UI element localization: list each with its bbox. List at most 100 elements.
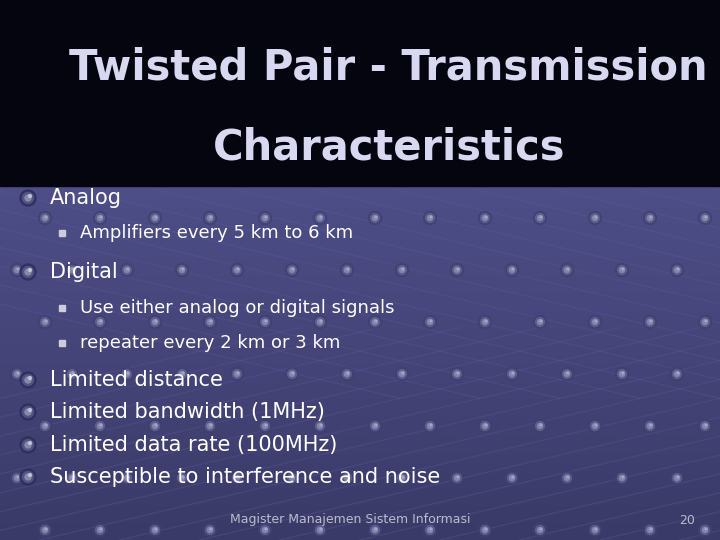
Circle shape	[204, 420, 217, 433]
Circle shape	[536, 422, 544, 430]
Circle shape	[703, 215, 708, 220]
Circle shape	[42, 423, 48, 429]
Circle shape	[29, 408, 32, 411]
Circle shape	[534, 315, 546, 328]
Circle shape	[235, 476, 240, 481]
Circle shape	[428, 423, 433, 429]
Circle shape	[703, 320, 708, 325]
Circle shape	[205, 318, 215, 327]
Circle shape	[72, 476, 74, 478]
Circle shape	[454, 372, 459, 376]
Circle shape	[619, 372, 624, 376]
Bar	[0, 454, 720, 458]
Circle shape	[675, 372, 680, 376]
Circle shape	[646, 525, 654, 535]
Circle shape	[400, 372, 405, 376]
Bar	[0, 436, 720, 441]
Circle shape	[263, 320, 268, 325]
Circle shape	[512, 372, 514, 374]
Circle shape	[479, 315, 492, 328]
Text: Limited bandwidth (1MHz): Limited bandwidth (1MHz)	[50, 402, 325, 422]
Circle shape	[182, 372, 184, 374]
Circle shape	[647, 215, 652, 220]
Circle shape	[567, 372, 569, 374]
Circle shape	[646, 318, 654, 327]
Circle shape	[622, 372, 624, 374]
Circle shape	[45, 216, 47, 218]
Circle shape	[45, 320, 47, 322]
Circle shape	[320, 424, 322, 426]
Circle shape	[17, 476, 19, 478]
Circle shape	[96, 213, 104, 222]
Circle shape	[482, 320, 487, 325]
Bar	[0, 316, 720, 321]
Circle shape	[120, 264, 133, 276]
Bar	[0, 504, 720, 508]
Bar	[0, 464, 720, 469]
Circle shape	[14, 476, 19, 481]
Circle shape	[237, 476, 239, 478]
Circle shape	[590, 213, 600, 222]
Circle shape	[97, 320, 102, 325]
Circle shape	[508, 369, 516, 379]
Circle shape	[426, 422, 434, 430]
Circle shape	[595, 424, 597, 426]
Circle shape	[369, 315, 382, 328]
Bar	[0, 380, 720, 384]
Circle shape	[428, 528, 433, 532]
Circle shape	[292, 476, 294, 478]
Circle shape	[698, 315, 711, 328]
Circle shape	[318, 320, 323, 325]
Circle shape	[204, 212, 217, 225]
Bar	[0, 259, 720, 264]
Circle shape	[263, 215, 268, 220]
Circle shape	[14, 267, 19, 273]
Bar	[0, 429, 720, 434]
Circle shape	[479, 523, 492, 537]
Circle shape	[289, 267, 294, 273]
Circle shape	[29, 442, 32, 444]
Bar	[0, 327, 720, 331]
Circle shape	[20, 190, 36, 206]
Circle shape	[233, 369, 241, 379]
Circle shape	[96, 318, 104, 327]
Circle shape	[313, 315, 326, 328]
Circle shape	[430, 216, 432, 218]
Bar	[0, 352, 720, 356]
Circle shape	[540, 216, 542, 218]
Circle shape	[560, 471, 574, 484]
Circle shape	[210, 216, 212, 218]
Circle shape	[22, 267, 34, 278]
Circle shape	[593, 320, 598, 325]
Circle shape	[616, 368, 629, 381]
Bar	[0, 277, 720, 281]
Circle shape	[22, 375, 34, 386]
Circle shape	[292, 268, 294, 270]
Circle shape	[564, 267, 570, 273]
Circle shape	[567, 476, 569, 478]
Bar	[0, 532, 720, 536]
Circle shape	[22, 407, 34, 417]
Circle shape	[705, 216, 707, 218]
Bar	[0, 472, 720, 476]
Circle shape	[485, 320, 487, 322]
Bar	[0, 199, 720, 204]
Bar	[0, 345, 720, 349]
Circle shape	[96, 525, 104, 535]
Circle shape	[25, 377, 31, 383]
Circle shape	[70, 267, 74, 273]
Circle shape	[564, 476, 570, 481]
Circle shape	[210, 424, 212, 426]
Circle shape	[122, 474, 132, 483]
Circle shape	[562, 369, 572, 379]
Bar	[0, 447, 720, 451]
Circle shape	[127, 268, 129, 270]
Circle shape	[677, 476, 679, 478]
Bar	[0, 224, 720, 228]
Circle shape	[265, 528, 267, 530]
Circle shape	[20, 437, 36, 453]
Circle shape	[261, 422, 269, 430]
Circle shape	[205, 213, 215, 222]
Bar	[0, 390, 720, 395]
Circle shape	[313, 523, 326, 537]
